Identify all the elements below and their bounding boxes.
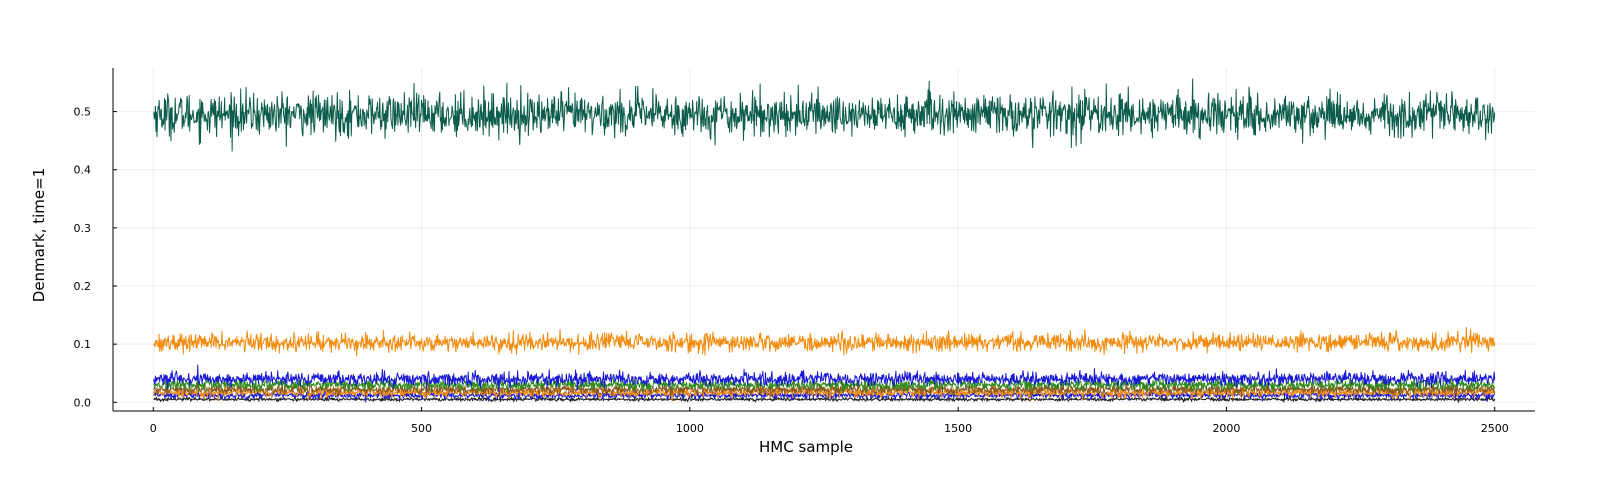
series-line-5 [153, 381, 1495, 398]
y-tick-label: 0.3 [74, 222, 92, 235]
y-tick-label: 0.5 [74, 106, 92, 119]
x-tick-label: 1000 [676, 422, 704, 435]
x-axis-label: HMC sample [759, 438, 853, 456]
series-line-4 [153, 374, 1496, 395]
x-tick-label: 0 [150, 422, 157, 435]
y-tick-label: 0.1 [74, 338, 92, 351]
series-line-3 [153, 364, 1496, 393]
x-tick-label: 500 [411, 422, 432, 435]
y-tick-label: 0.4 [74, 164, 92, 177]
series-line-8 [153, 396, 1496, 403]
y-tick-label: 0.2 [74, 280, 92, 293]
series-group [153, 78, 1496, 403]
series-line-7 [153, 387, 1496, 403]
ticks: 0 500 1000 1500 2000 2500 0.0 0.1 0.2 0.3 0.4 0.5 [74, 106, 1509, 435]
x-tick-label: 2000 [1212, 422, 1240, 435]
series-line-1 [153, 78, 1496, 152]
x-tick-label: 2500 [1481, 422, 1509, 435]
y-axis-label: Denmark, time=1 [30, 168, 48, 302]
y-tick-label: 0.0 [74, 396, 92, 409]
series-line-2 [153, 326, 1496, 357]
axes [112, 68, 1535, 412]
x-tick-label: 1500 [944, 422, 972, 435]
